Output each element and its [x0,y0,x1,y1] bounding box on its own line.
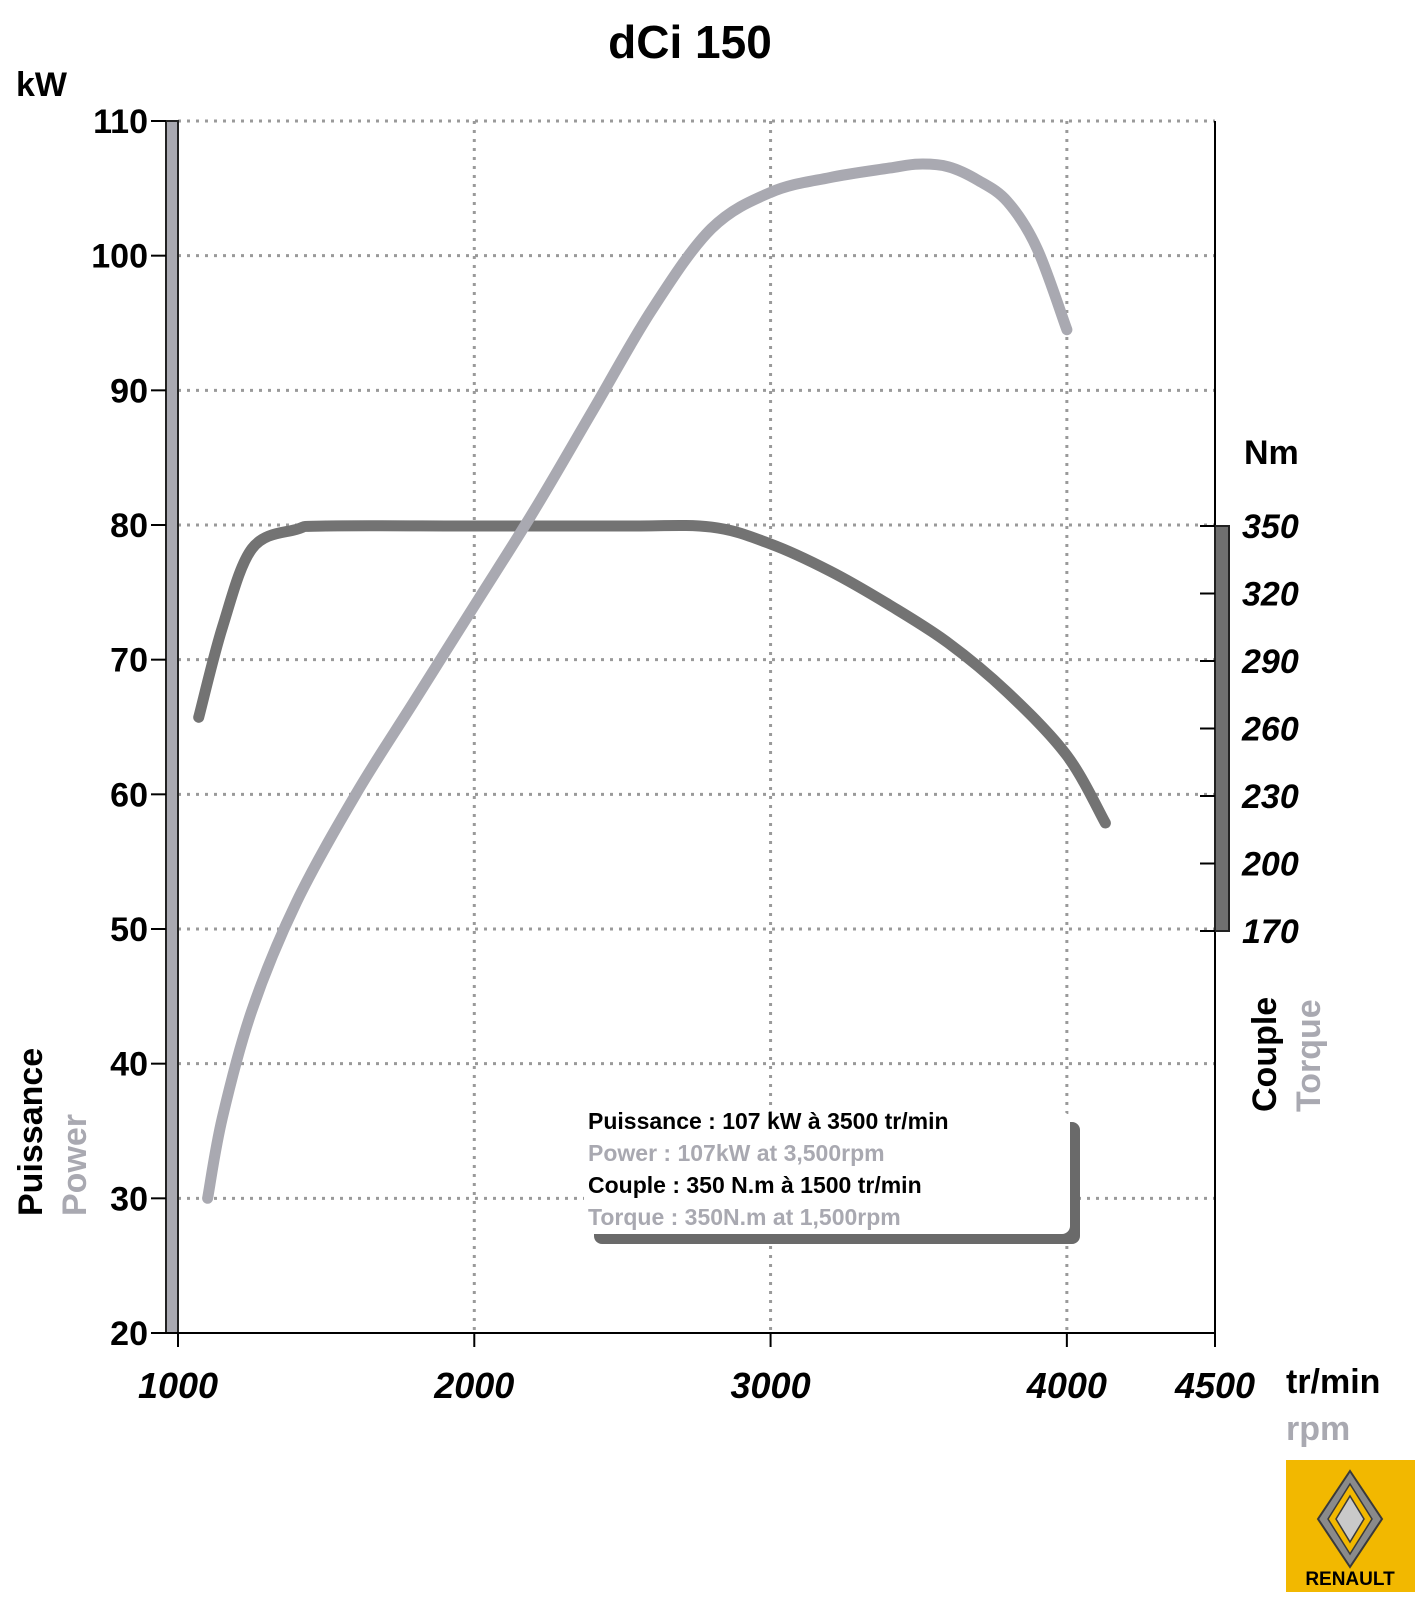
left-tick-label: 40 [110,1046,148,1084]
x-tick-label: 3000 [731,1365,811,1406]
left-tick-labels: 20 30 40 50 60 70 80 90 100 110 [91,103,166,1353]
chart-title: dCi 150 [608,16,772,68]
x-tick-label: 1000 [138,1365,218,1406]
left-tick-label: 20 [110,1315,148,1353]
right-axis-title: Couple [1246,997,1284,1112]
x-tick-label: 4500 [1174,1365,1255,1406]
x-tick-label: 2000 [433,1365,514,1406]
left-unit-label: kW [16,66,68,104]
left-tick-label: 110 [93,103,148,141]
left-tick-label: 60 [110,776,148,814]
right-unit-label: Nm [1244,434,1299,472]
right-tick-label: 200 [1241,846,1299,884]
info-box: Puissance : 107 kW à 3500 tr/min Power :… [584,1108,1080,1244]
left-axis-title: Puissance [12,1048,50,1216]
left-tick-label: 70 [110,642,148,680]
left-tick-label: 50 [110,911,148,949]
x-unit-label: tr/min [1286,1363,1380,1401]
right-axis-bar [1214,525,1230,932]
x-unit-alt-label: rpm [1286,1410,1350,1448]
right-tick-labels: 350 320 290 260 230 200 170 [1200,508,1299,951]
x-tick-label: 4000 [1026,1365,1107,1406]
info-line-puissance: Puissance : 107 kW à 3500 tr/min [588,1108,949,1134]
left-tick-label: 90 [110,372,148,410]
left-tick-label: 100 [91,238,148,276]
right-tick-label: 260 [1241,711,1299,749]
right-tick-label: 170 [1242,913,1299,951]
renault-diamond-icon [1316,1469,1384,1569]
right-tick-label: 350 [1242,508,1299,546]
info-line-torque: Torque : 350N.m at 1,500rpm [588,1204,901,1230]
left-axis-bar [165,120,179,1334]
info-line-power: Power : 107kW at 3,500rpm [588,1140,885,1166]
left-tick-label: 80 [110,507,148,545]
info-box-panel [584,1112,1070,1234]
renault-logo: RENAULT [1286,1460,1415,1592]
power-series-line [202,158,1073,1204]
left-axis-title-alt: Power [56,1114,94,1216]
right-tick-label: 320 [1242,576,1299,614]
right-axis-title-alt: Torque [1290,999,1328,1112]
right-tick-label: 290 [1241,643,1299,681]
x-tick-labels: 1000 2000 3000 4000 4500 [138,1333,1255,1406]
info-line-couple: Couple : 350 N.m à 1500 tr/min [588,1172,922,1198]
right-tick-label: 230 [1241,778,1299,816]
logo-wordmark: RENAULT [1305,1569,1395,1590]
left-tick-label: 30 [110,1180,148,1218]
torque-series-line [193,519,1111,829]
